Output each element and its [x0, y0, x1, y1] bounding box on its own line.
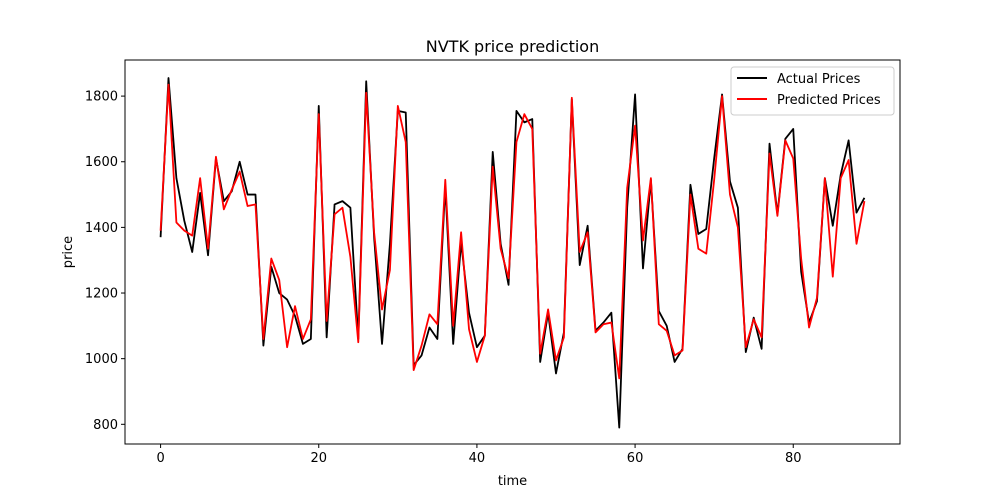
legend-box	[730, 66, 895, 116]
y-axis-ticks: 800 1000 1200 1400 1600 1800	[85, 90, 125, 433]
x-tick-label: 20	[310, 451, 327, 466]
plot-frame	[124, 59, 901, 445]
legend: Actual Prices Predicted Prices	[730, 66, 895, 116]
plot-content	[159, 77, 866, 429]
y-tick-label: 1600	[85, 155, 118, 170]
y-tick-label: 1800	[85, 90, 118, 105]
x-tick-label: 80	[785, 451, 802, 466]
y-tick-label: 1200	[85, 287, 118, 302]
y-tick-label: 1000	[85, 352, 118, 367]
chart-title: NVTK price prediction	[426, 37, 599, 56]
x-axis-label: time	[498, 474, 527, 489]
x-axis-ticks: 0 20 40 60 80	[156, 444, 802, 466]
legend-label-actual: Actual Prices	[777, 72, 861, 87]
x-tick-label: 0	[156, 451, 164, 466]
series-line-predicted-prices	[159, 83, 866, 380]
y-axis-label: price	[61, 236, 76, 268]
legend-label-predicted: Predicted Prices	[777, 93, 881, 108]
x-tick-label: 60	[627, 451, 644, 466]
x-tick-label: 40	[469, 451, 486, 466]
y-tick-label: 800	[93, 418, 118, 433]
y-tick-label: 1400	[85, 221, 118, 236]
